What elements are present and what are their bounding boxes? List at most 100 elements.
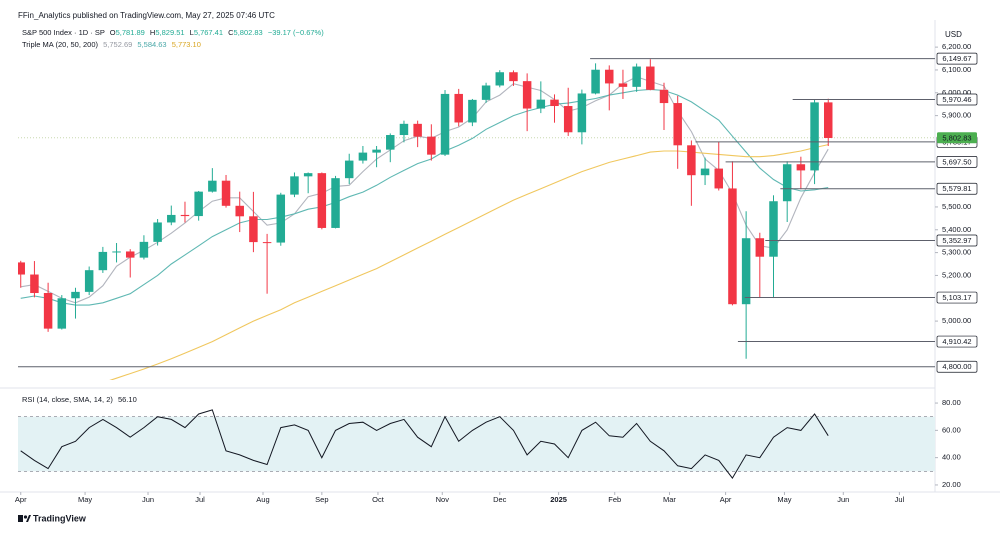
candle-body — [468, 99, 477, 123]
candle-body — [700, 168, 710, 176]
level-label: 4,800.00 — [942, 362, 971, 371]
level-label-box — [936, 335, 978, 348]
rsi-title: RSI (14, close, SMA, 14, 2) — [22, 395, 113, 404]
candle-body — [167, 214, 176, 223]
ohlc-key: L — [190, 28, 194, 37]
y-tick-label: 80.00 — [942, 398, 961, 407]
ohlc-key: C — [228, 28, 234, 37]
candle-body — [509, 72, 518, 82]
candle-body — [577, 93, 587, 133]
ohlc-key: O — [110, 28, 116, 37]
x-tick-label: 2025 — [550, 495, 567, 504]
candle-body — [98, 251, 108, 271]
candle-body — [262, 242, 272, 244]
candle-body — [290, 176, 299, 195]
rsi-line — [20, 409, 829, 479]
level-label-box — [936, 234, 978, 247]
candle-body — [796, 164, 806, 171]
candle-body — [824, 102, 833, 138]
y-tick-label: 60.00 — [942, 425, 961, 434]
x-tick-label: Feb — [608, 495, 621, 504]
candle-body — [522, 81, 532, 109]
candle-body — [208, 180, 217, 192]
candle-body — [18, 262, 25, 275]
brand: TradingView — [33, 513, 87, 523]
moving-average — [20, 76, 829, 304]
candle-body — [331, 178, 340, 228]
level-label: 4,910.42 — [942, 337, 971, 346]
candle-body — [276, 194, 286, 243]
change: −39.17 (−0.67%) — [268, 28, 324, 37]
y-tick-label: 5,900.00 — [942, 111, 971, 120]
x-tick-label: Mar — [663, 495, 676, 504]
candle-body — [249, 216, 258, 243]
rsi-value: 56.10 — [118, 395, 137, 404]
level-label: 5,697.50 — [942, 157, 971, 166]
x-tick-label: Aug — [256, 495, 269, 504]
ma-legend: Triple MA (20, 50, 200) 5,752.69 5,584.6… — [22, 40, 201, 49]
candle-body — [769, 201, 778, 257]
ma-value: 5,584.63 — [137, 40, 166, 49]
level-label-box — [936, 155, 978, 168]
candle-body — [550, 99, 559, 107]
candle-body — [57, 298, 67, 329]
candle-body — [495, 72, 505, 86]
x-tick-label: Jun — [837, 495, 849, 504]
y-tick-label: 6,200.00 — [942, 42, 971, 51]
y-tick-label: 5,400.00 — [942, 225, 971, 234]
y-tick-label: 40.00 — [942, 453, 961, 462]
ohlc-key: H — [150, 28, 155, 37]
level-label-box — [936, 291, 978, 304]
x-tick-label: Nov — [436, 495, 450, 504]
x-tick-label: May — [777, 495, 791, 504]
ohlc-value: 5,781.89 — [116, 28, 145, 37]
level-label: 6,149.67 — [942, 54, 971, 63]
y-tick-label: 20.00 — [942, 480, 961, 489]
candle-body — [632, 66, 641, 87]
candle-body — [30, 274, 39, 294]
candle-body — [372, 149, 381, 153]
y-tick-label: 5,200.00 — [942, 270, 971, 279]
candle-body — [563, 106, 573, 133]
level-label-box — [936, 93, 978, 106]
level-label: 5,579.81 — [942, 184, 971, 193]
x-tick-label: Jul — [895, 495, 905, 504]
candle-body — [221, 180, 231, 206]
candle-body — [454, 93, 463, 123]
candle-body — [180, 214, 190, 217]
candle-body — [71, 291, 80, 299]
x-tick-label: Sep — [315, 495, 328, 504]
y-tick-label: 6,100.00 — [942, 65, 971, 74]
candle-body — [741, 238, 751, 305]
candle-body — [112, 251, 121, 253]
candle-body — [536, 99, 546, 109]
x-tick-label: Dec — [493, 495, 507, 504]
x-tick-label: Apr — [720, 495, 732, 504]
ohlc-value: 5,829.51 — [155, 28, 184, 37]
candle-body — [591, 69, 600, 94]
candle-body — [755, 238, 765, 257]
ohlc-value: 5,802.83 — [234, 28, 263, 37]
y-tick-label: 5,000.00 — [942, 316, 971, 325]
ma-value: 5,773.10 — [172, 40, 201, 49]
candle-body — [399, 123, 409, 136]
candle-body — [317, 173, 327, 228]
candle-body — [605, 69, 614, 84]
level-label-box — [936, 52, 978, 65]
y-tick-label: 5,300.00 — [942, 248, 971, 257]
candle-body — [673, 103, 682, 146]
symbol-legend: S&P 500 Index · 1D · SP O5,781.89 H5,829… — [22, 28, 324, 37]
level-label: 5,103.17 — [942, 293, 971, 302]
level-label-box — [936, 182, 978, 195]
candle-body — [235, 205, 244, 217]
brand-logo: TradingView — [18, 513, 87, 523]
candle-body — [125, 251, 135, 258]
level-label-box — [936, 360, 978, 373]
symbol: S&P 500 Index · 1D · SP — [22, 28, 105, 37]
candle-body — [440, 93, 450, 155]
ohlc-value: 5,767.41 — [194, 28, 223, 37]
y-tick-label: 5,500.00 — [942, 202, 971, 211]
candle-body — [139, 241, 149, 258]
currency: USD — [945, 30, 962, 39]
